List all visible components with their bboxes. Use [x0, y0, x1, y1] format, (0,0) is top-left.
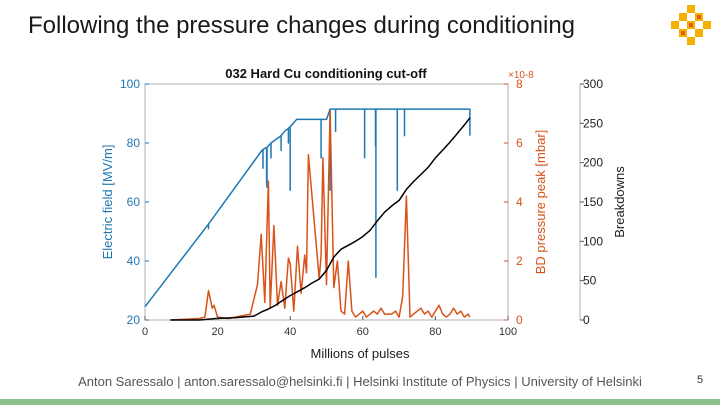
middle-tick-label: 0 [516, 313, 523, 327]
right-tick-label: 300 [583, 77, 603, 91]
left-tick-label: 100 [120, 77, 140, 91]
x-axis-label: Millions of pulses [310, 346, 410, 361]
middle-tick-label: 2 [516, 254, 523, 268]
left-tick-label: 40 [127, 254, 141, 268]
right-tick-label: 150 [583, 195, 603, 209]
footer-text: Anton Saressalo | anton.saressalo@helsin… [78, 374, 642, 389]
chart-title: 032 Hard Cu conditioning cut-off [225, 66, 427, 81]
page-number: 5 [697, 374, 704, 386]
middle-axis-exponent: ×10-8 [508, 70, 534, 81]
left-tick-label: 80 [127, 136, 141, 150]
left-tick-label: 60 [127, 195, 141, 209]
middle-tick-label: 6 [516, 136, 523, 150]
x-tick-label: 40 [284, 326, 296, 338]
university-of-helsinki-flame-logo-icon [671, 5, 711, 45]
middle-tick-label: 4 [516, 195, 523, 209]
x-tick-label: 100 [499, 326, 517, 338]
right-tick-label: 100 [583, 234, 603, 248]
bottom-accent-bar [0, 399, 720, 405]
x-tick-label: 20 [211, 326, 223, 338]
right-tick-label: 200 [583, 156, 603, 170]
plot-area [144, 83, 509, 321]
left-tick-label: 20 [127, 313, 141, 327]
slide-title: Following the pressure changes during co… [28, 12, 576, 39]
x-tick-label: 80 [429, 326, 441, 338]
series-line-middle [170, 109, 471, 321]
left-axis-label: Electric field [MV/m] [100, 145, 115, 260]
right-tick-label: 0 [583, 313, 590, 327]
middle-axis-label: BD pressure peak [mbar] [533, 130, 548, 275]
right-tick-label: 50 [583, 274, 597, 288]
x-tick-label: 0 [142, 326, 148, 338]
series-line-right [170, 117, 471, 321]
x-tick-label: 60 [357, 326, 369, 338]
right-tick-label: 250 [583, 116, 603, 130]
middle-tick-label: 8 [516, 77, 523, 91]
right-axis-label: Breakdowns [612, 166, 627, 238]
series-line-left [144, 108, 471, 308]
